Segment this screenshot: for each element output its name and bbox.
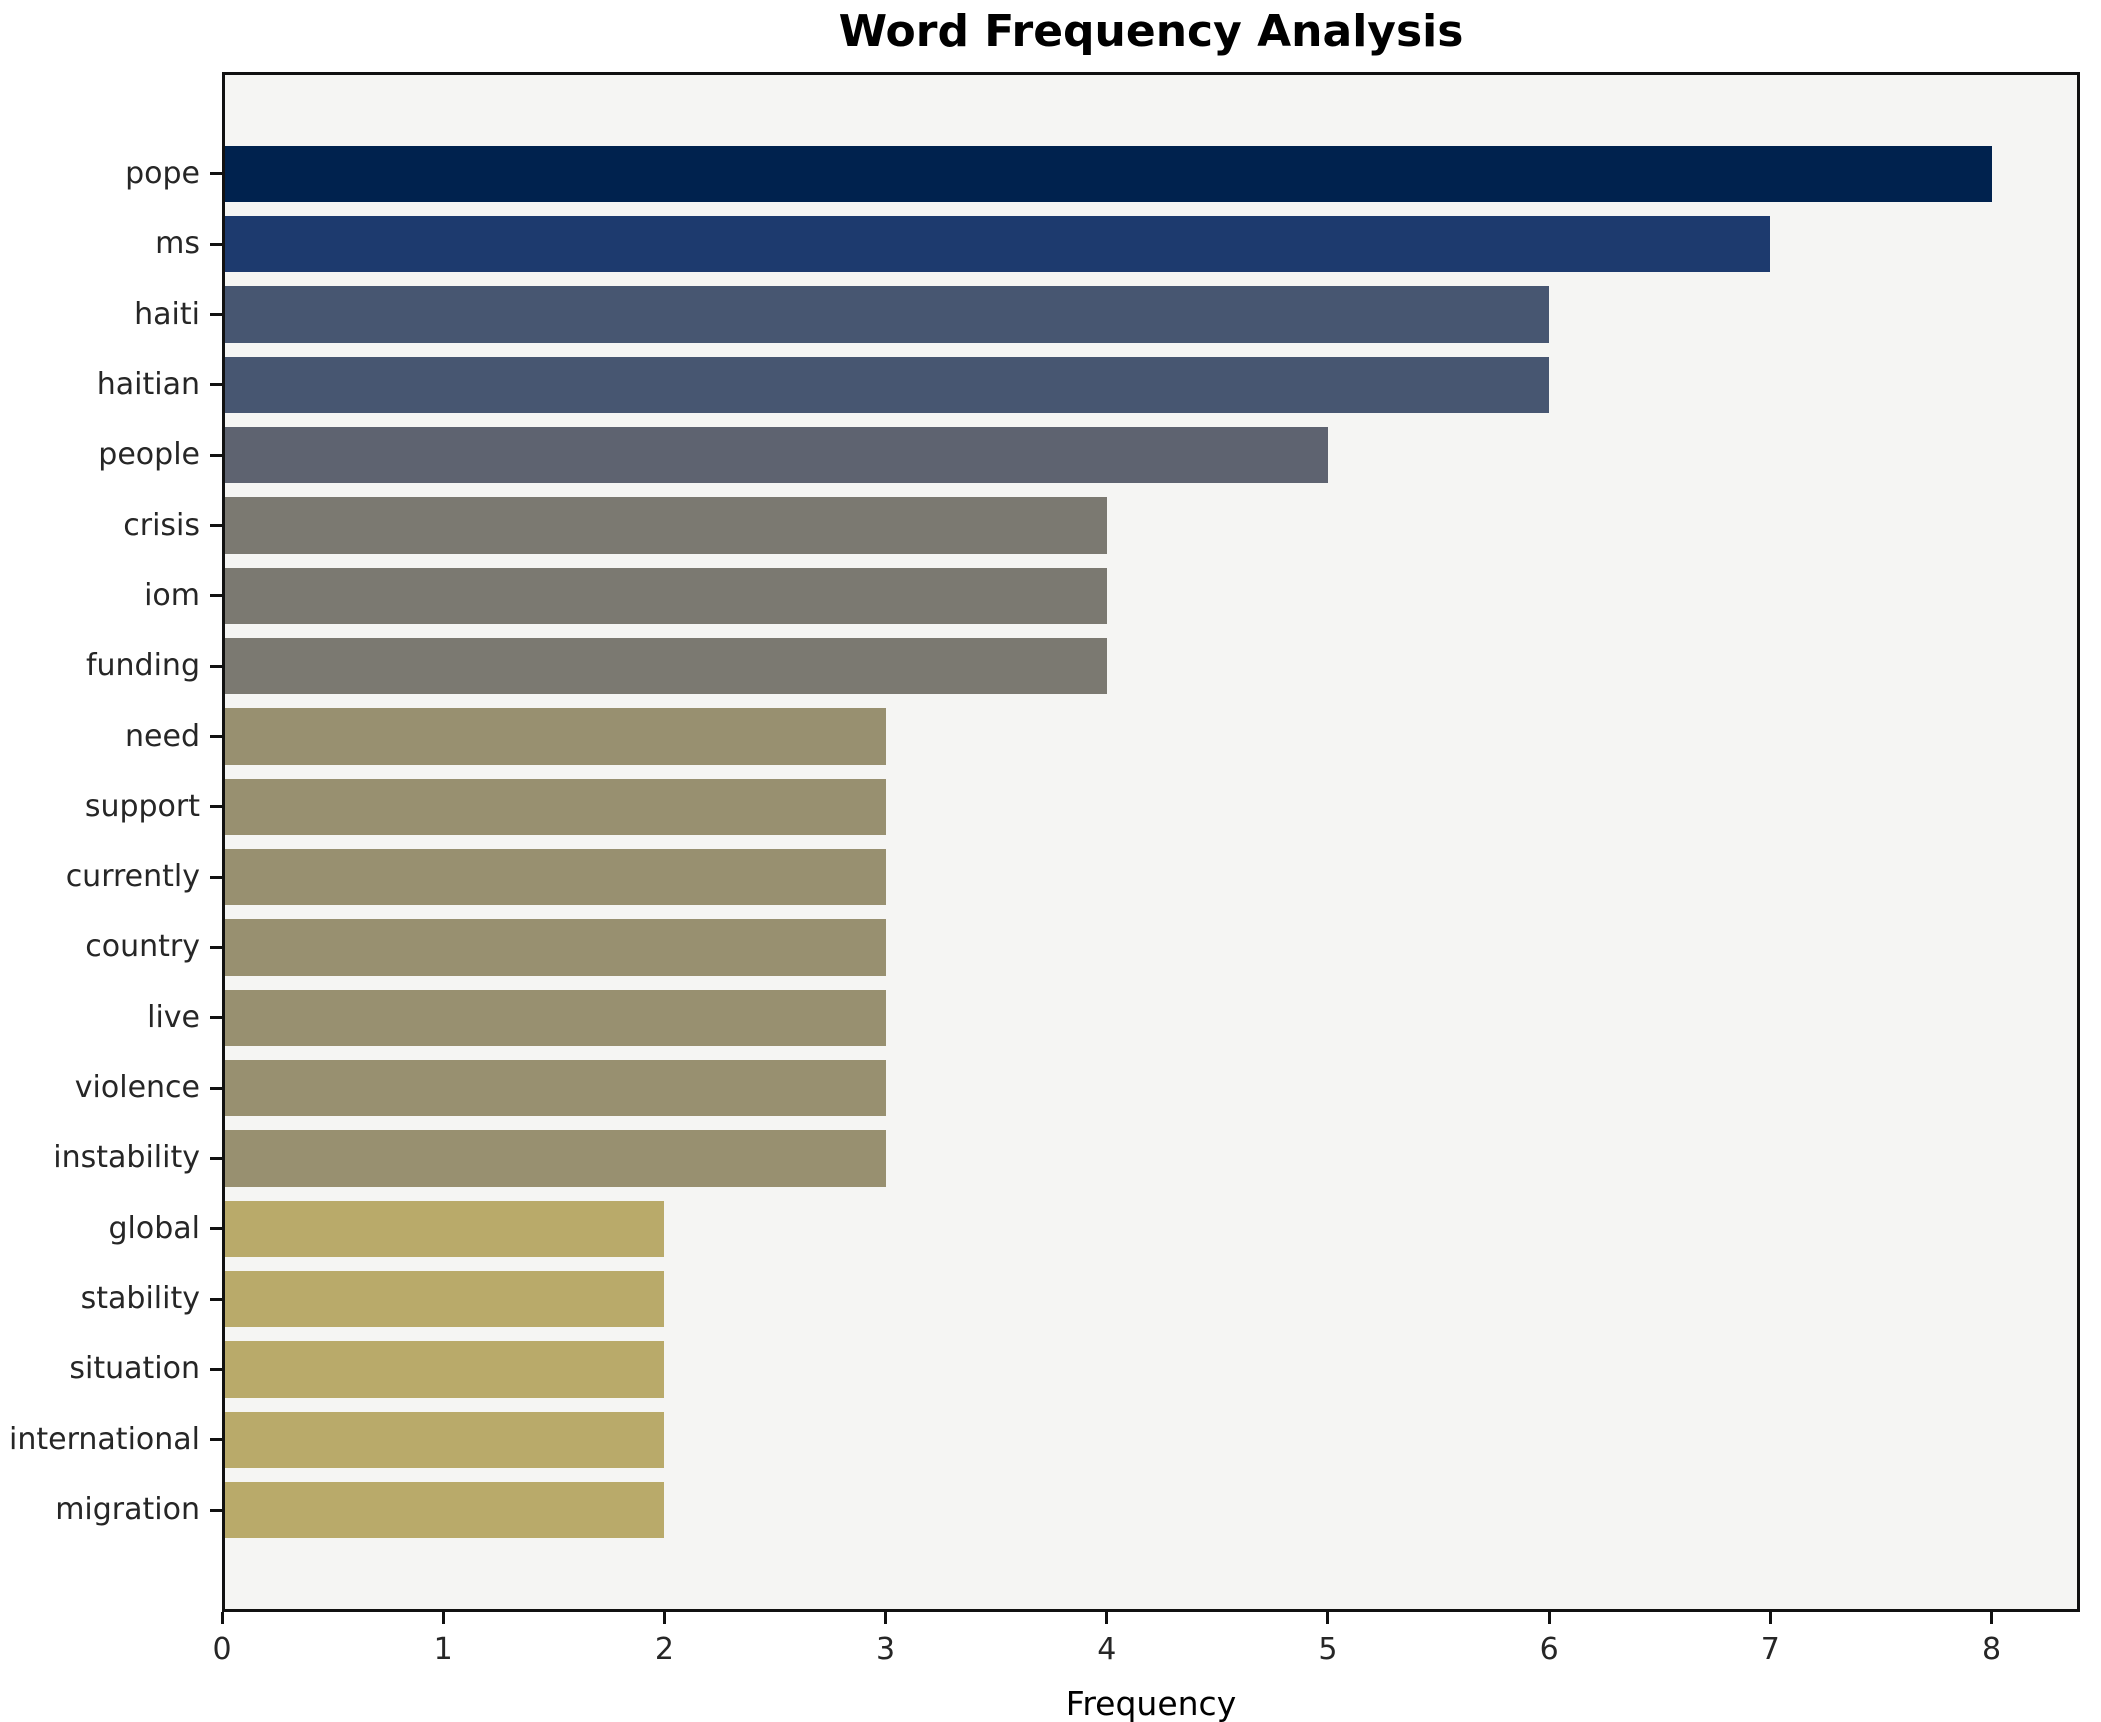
x-tick-label-2: 2: [654, 1632, 674, 1667]
y-tick-label-need: need: [125, 718, 200, 754]
y-tick-label-people: people: [98, 437, 200, 473]
y-tick-label-crisis: crisis: [123, 507, 200, 543]
y-tick-label-support: support: [84, 788, 200, 824]
y-tick-mark: [210, 805, 222, 809]
bar-pope: [222, 145, 1992, 203]
x-tick-label-0: 0: [212, 1632, 232, 1667]
y-tick-mark: [210, 1508, 222, 1512]
y-tick-mark: [210, 453, 222, 457]
x-tick-label-5: 5: [1318, 1632, 1338, 1667]
y-tick-mark: [210, 313, 222, 317]
y-tick-label-live: live: [147, 999, 200, 1035]
x-tick-mark: [1990, 1612, 1994, 1624]
y-tick-mark: [210, 172, 222, 176]
y-tick-mark: [210, 594, 222, 598]
bar-country: [222, 919, 886, 976]
y-tick-label-country: country: [85, 929, 200, 965]
y-tick-mark: [210, 1086, 222, 1090]
y-tick-mark: [210, 1367, 222, 1371]
x-tick-mark: [441, 1612, 445, 1624]
y-tick-mark: [210, 383, 222, 387]
bar-global: [222, 1200, 665, 1257]
x-tick-label-1: 1: [433, 1632, 453, 1667]
y-tick-mark: [210, 945, 222, 949]
bar-international: [222, 1411, 665, 1468]
y-tick-mark: [210, 524, 222, 528]
bar-instability: [222, 1130, 886, 1187]
y-tick-mark: [210, 875, 222, 879]
y-tick-mark: [210, 1438, 222, 1442]
y-tick-mark: [210, 1156, 222, 1160]
chart-title: Word Frequency Analysis: [838, 6, 1464, 57]
y-tick-label-situation: situation: [69, 1351, 200, 1387]
y-tick-mark: [210, 735, 222, 739]
x-tick-label-3: 3: [876, 1632, 896, 1667]
y-tick-label-global: global: [108, 1210, 201, 1246]
y-tick-label-pope: pope: [125, 155, 200, 191]
x-tick-mark: [1547, 1612, 1551, 1624]
x-tick-mark: [884, 1612, 888, 1624]
y-tick-label-haiti: haiti: [134, 296, 200, 332]
bar-support: [222, 778, 886, 835]
y-tick-mark: [210, 664, 222, 668]
x-tick-label-6: 6: [1539, 1632, 1559, 1667]
bar-violence: [222, 1059, 886, 1117]
y-tick-label-violence: violence: [74, 1070, 200, 1106]
bar-haiti: [222, 286, 1550, 343]
y-tick-mark: [210, 1227, 222, 1231]
x-tick-label-4: 4: [1097, 1632, 1117, 1667]
x-tick-mark: [220, 1612, 224, 1624]
y-tick-label-haitian: haitian: [96, 366, 200, 402]
bar-ms: [222, 216, 1771, 273]
x-tick-mark: [1326, 1612, 1330, 1624]
bar-live: [222, 989, 886, 1046]
y-tick-label-stability: stability: [80, 1281, 200, 1317]
y-tick-label-currently: currently: [65, 859, 200, 895]
y-tick-label-funding: funding: [85, 648, 200, 684]
bar-haitian: [222, 356, 1550, 414]
y-tick-label-ms: ms: [155, 226, 200, 262]
y-tick-label-iom: iom: [144, 577, 200, 613]
bar-stability: [222, 1270, 665, 1328]
bar-migration: [222, 1481, 665, 1539]
x-tick-label-7: 7: [1760, 1632, 1780, 1667]
bar-funding: [222, 638, 1107, 695]
y-tick-label-migration: migration: [55, 1492, 200, 1528]
bar-people: [222, 427, 1328, 484]
x-axis-label: Frequency: [1065, 1684, 1237, 1722]
y-tick-label-international: international: [9, 1421, 200, 1457]
x-tick-label-8: 8: [1981, 1632, 2002, 1667]
x-tick-mark: [662, 1612, 666, 1624]
bar-iom: [222, 567, 1107, 624]
bar-situation: [222, 1341, 665, 1398]
x-tick-mark: [1768, 1612, 1772, 1624]
y-tick-label-instability: instability: [53, 1140, 200, 1176]
x-tick-mark: [1105, 1612, 1109, 1624]
y-tick-mark: [210, 1297, 222, 1301]
bar-crisis: [222, 497, 1107, 554]
bar-currently: [222, 849, 886, 906]
y-tick-mark: [210, 242, 222, 246]
y-tick-mark: [210, 1016, 222, 1020]
bar-need: [222, 708, 886, 765]
